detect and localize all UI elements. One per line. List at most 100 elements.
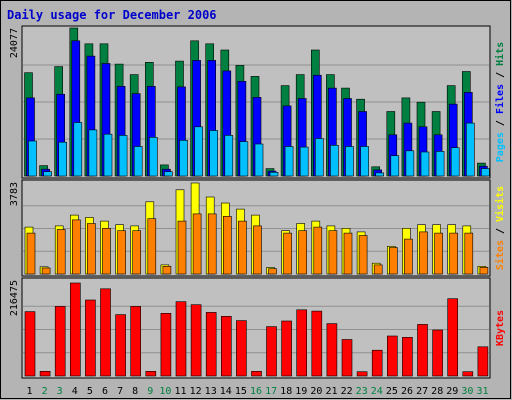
- legend-separator: /: [495, 66, 506, 84]
- legend-separator: /: [495, 222, 506, 240]
- bar-pages: [390, 155, 400, 177]
- bar-pages: [133, 146, 143, 177]
- bar-kbytes: [54, 306, 66, 377]
- bar-sites: [207, 213, 217, 275]
- bar-kbytes: [160, 312, 172, 377]
- bar-sites: [253, 225, 262, 275]
- bar-sites: [147, 218, 157, 275]
- x-tick-label: 30: [461, 386, 473, 397]
- bar-pages: [284, 146, 294, 177]
- bar-pages: [179, 140, 188, 177]
- bar-sites: [373, 264, 383, 275]
- bar-pages: [43, 171, 52, 177]
- bar-kbytes: [281, 320, 292, 377]
- bar-sites: [268, 268, 277, 275]
- bar-sites: [449, 232, 459, 275]
- x-tick-label: 28: [431, 386, 443, 397]
- bar-kbytes: [417, 324, 428, 377]
- bar-kbytes: [477, 346, 489, 377]
- x-tick-label: 23: [356, 386, 368, 397]
- x-tick-label: 19: [295, 386, 307, 397]
- bar-kbytes: [356, 371, 368, 377]
- bar-sites: [26, 232, 36, 275]
- x-tick-label: 26: [401, 386, 413, 397]
- bar-pages: [194, 126, 203, 177]
- x-tick-label: 29: [446, 386, 458, 397]
- x-axis-labels: 1 2 3 4 5 6 7 8 9 10 11 12 13 14 15 16 17 18 19 20 21 22 23 24 2…: [26, 386, 488, 397]
- legend-hits: Hits: [494, 42, 506, 66]
- bar-pages: [435, 151, 445, 177]
- bar-pages: [345, 146, 354, 177]
- x-tick-label: 7: [117, 386, 123, 397]
- x-tick-label: 27: [416, 386, 428, 397]
- x-tick-label: 18: [280, 386, 292, 397]
- legend-pages: Pages: [495, 132, 506, 162]
- bar-sites: [87, 223, 96, 275]
- panel-middle: Sites / Visits 3783: [9, 179, 506, 277]
- bar-kbytes: [221, 315, 232, 377]
- bar-pages: [481, 168, 490, 177]
- x-tick-label: 5: [87, 386, 93, 397]
- bar-sites: [434, 232, 443, 275]
- legend-kbytes: KBytes: [495, 310, 506, 346]
- bar-pages: [314, 138, 324, 177]
- legend-bottom: KBytes: [495, 310, 506, 346]
- bar-pages: [28, 140, 37, 177]
- bar-pages: [103, 133, 113, 177]
- x-tick-label: 1: [26, 386, 32, 397]
- bar-sites: [41, 267, 51, 275]
- panel-top: Pages / Files / Hits 24077: [9, 25, 506, 179]
- bar-kbytes: [326, 323, 338, 377]
- bar-sites: [56, 229, 66, 275]
- bar-kbytes: [266, 326, 277, 377]
- bar-sites: [343, 232, 353, 275]
- bar-pages: [224, 135, 234, 177]
- bar-sites: [162, 265, 172, 275]
- y-max-label: 216475: [9, 280, 20, 316]
- bar-pages: [420, 151, 430, 177]
- x-tick-label: 24: [371, 386, 383, 397]
- bar-kbytes: [175, 301, 187, 377]
- bar-pages: [330, 145, 339, 177]
- x-tick-label: 17: [265, 386, 277, 397]
- bar-sites: [358, 235, 368, 275]
- bar-kbytes: [85, 299, 96, 377]
- y-max-label: 24077: [9, 28, 20, 58]
- bar-kbytes: [251, 370, 262, 377]
- x-tick-label: 13: [205, 386, 217, 397]
- x-tick-label: 12: [190, 386, 202, 397]
- bar-sites: [479, 266, 489, 275]
- x-tick-label: 21: [325, 386, 337, 397]
- bar-sites: [298, 230, 308, 275]
- bar-pages: [450, 147, 460, 177]
- bar-sites: [177, 220, 187, 275]
- x-tick-label: 4: [72, 386, 78, 397]
- bar-kbytes: [145, 370, 157, 377]
- legend-separator: /: [495, 114, 506, 132]
- bar-kbytes: [115, 314, 126, 377]
- bar-sites: [328, 230, 338, 275]
- bar-pages: [209, 130, 218, 177]
- bar-kbytes: [386, 335, 398, 377]
- bar-pages: [164, 171, 173, 177]
- bar-kbytes: [447, 298, 459, 377]
- bar-sites: [464, 232, 474, 275]
- bar-kbytes: [311, 310, 323, 377]
- chart-panels: Pages / Files / Hits 24077 Sites / Visits 3…: [9, 25, 506, 379]
- bar-pages: [149, 137, 158, 177]
- bar-sites: [223, 216, 232, 275]
- bar-kbytes: [205, 312, 217, 377]
- bar-sites: [117, 230, 126, 275]
- bar-kbytes: [402, 336, 413, 377]
- bar-pages: [73, 122, 83, 177]
- bar-kbytes: [130, 306, 141, 377]
- bar-sites: [404, 238, 413, 275]
- legend-top: Pages / Files / Hits: [494, 42, 506, 162]
- bar-kbytes: [371, 349, 383, 377]
- x-tick-label: 22: [341, 386, 353, 397]
- bar-kbytes: [296, 309, 308, 377]
- x-tick-label: 25: [386, 386, 398, 397]
- legend-files: Files: [494, 84, 506, 114]
- legend-middle: Sites / Visits: [494, 186, 506, 270]
- legend-sites: Sites: [494, 240, 506, 270]
